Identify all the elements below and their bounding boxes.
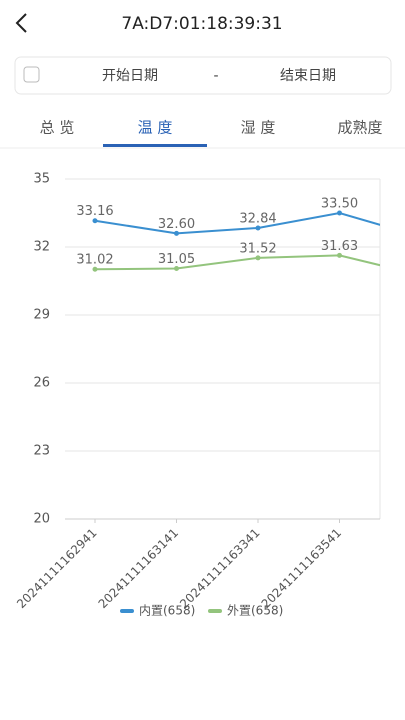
legend-label: 内置(658) xyxy=(139,604,195,618)
data-point xyxy=(255,255,261,261)
data-point xyxy=(337,210,342,216)
tab-indicator xyxy=(103,144,207,147)
start-date[interactable]: 开始日期 xyxy=(102,68,158,84)
data-label: 33.16 xyxy=(76,204,113,219)
tab[interactable]: 成熟度 xyxy=(337,119,382,137)
y-tick-label: 26 xyxy=(33,376,50,391)
title: 7A:D7:01:18:39:31 xyxy=(121,14,282,34)
data-label: 32.60 xyxy=(158,217,195,232)
data-label: 31.05 xyxy=(158,252,195,267)
y-tick-label: 35 xyxy=(33,172,50,187)
data-label: 31.02 xyxy=(76,253,113,268)
chart: 20 23 26 29 32 35 2024111116294120241111163141… xyxy=(14,172,381,618)
legend-swatch xyxy=(208,609,222,613)
x-tick-label: 20241111163341 xyxy=(177,526,262,611)
series-line xyxy=(94,254,380,271)
tab[interactable]: 总 览 xyxy=(40,119,75,137)
y-tick-label: 20 xyxy=(33,512,50,527)
legend-swatch xyxy=(120,609,134,613)
x-tick-label: 20241111162941 xyxy=(14,526,99,611)
date-box[interactable] xyxy=(14,56,392,95)
plot-area: 33.16 32.60 32.84 33.50 31.02 31.05 31.52 31.63 xyxy=(76,197,380,272)
end-date[interactable]: 结束日期 xyxy=(280,68,336,84)
tabs: 总 览 温 度 湿 度 成熟度 xyxy=(40,119,383,147)
data-point xyxy=(92,266,98,272)
data-point xyxy=(337,252,342,258)
calendar-icon xyxy=(23,66,40,83)
data-point xyxy=(255,225,261,231)
x-tick-label: 20241111163141 xyxy=(96,526,181,611)
data-label: 33.50 xyxy=(321,197,358,212)
back-button[interactable] xyxy=(15,13,27,33)
legend-label: 外置(658) xyxy=(227,604,283,618)
tab[interactable]: 湿 度 xyxy=(241,119,276,137)
data-point xyxy=(174,230,179,236)
data-point xyxy=(92,218,98,224)
data-label: 31.52 xyxy=(239,241,276,256)
data-label: 31.63 xyxy=(321,239,358,254)
tab[interactable]: 温 度 xyxy=(138,119,173,137)
data-label: 32.84 xyxy=(239,211,276,226)
y-tick-label: 29 xyxy=(33,308,50,323)
data-point xyxy=(174,266,179,272)
y-tick-label: 32 xyxy=(33,240,50,255)
date-separator: - xyxy=(213,68,218,84)
y-tick-label: 23 xyxy=(33,444,50,459)
x-tick-label: 20241111163541 xyxy=(259,526,344,611)
